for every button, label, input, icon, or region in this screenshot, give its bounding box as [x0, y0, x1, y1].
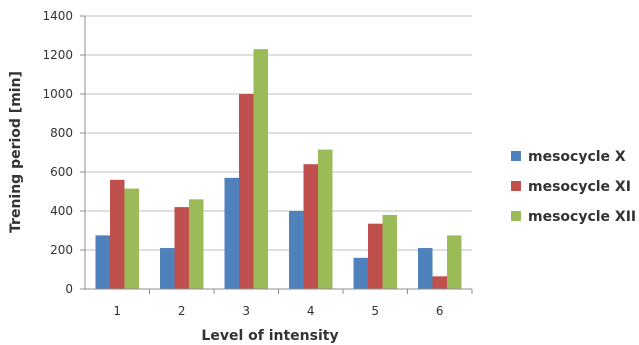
bar-mesocycle-XII-level-3: [253, 49, 268, 290]
x-tick-labels: 1 2 3 4 5 6: [113, 304, 443, 318]
x-tick-label: 3: [242, 304, 250, 318]
y-tick-label: 1200: [42, 48, 73, 62]
bar-mesocycle-X-level-5: [353, 257, 368, 289]
bar-mesocycle-XI-level-5: [368, 223, 383, 289]
bar-mesocycle-XII-level-4: [318, 149, 333, 289]
bar-mesocycle-XI-level-1: [110, 179, 125, 289]
y-tick-label: 400: [50, 204, 73, 218]
y-tick-label: 0: [65, 282, 73, 296]
bar-mesocycle-XI-level-3: [239, 94, 254, 289]
y-tick-label: 200: [50, 243, 73, 257]
bar-mesocycle-X-level-1: [95, 235, 110, 289]
x-tick-label: 6: [436, 304, 444, 318]
legend-swatch: [511, 211, 521, 221]
bar-mesocycle-XI-level-6: [432, 276, 447, 289]
bars: [95, 49, 462, 290]
bar-mesocycle-X-level-6: [418, 248, 433, 289]
bar-mesocycle-XI-level-2: [174, 207, 189, 289]
legend-swatch: [511, 151, 521, 161]
x-tick-label: 2: [178, 304, 186, 318]
x-axis-title: Level of intensity: [201, 328, 338, 344]
legend-label: mesocycle XI: [528, 179, 631, 195]
bar-mesocycle-XII-level-5: [382, 214, 397, 289]
legend-label: mesocycle XII: [528, 209, 636, 225]
bar-mesocycle-XII-level-2: [189, 199, 204, 289]
y-tick-labels: 0 200 400 600 800 1000 1200 1400: [42, 9, 73, 296]
y-tick-label: 600: [50, 165, 73, 179]
legend-swatch: [511, 181, 521, 191]
x-tick-label: 5: [371, 304, 379, 318]
bar-mesocycle-X-level-4: [289, 211, 304, 289]
y-tick-label: 800: [50, 126, 73, 140]
bar-mesocycle-X-level-3: [224, 177, 239, 289]
legend-label: mesocycle X: [528, 149, 626, 165]
axes: [80, 15, 473, 294]
x-tick-label: 1: [113, 304, 121, 318]
y-axis-title: Trening period [min]: [8, 71, 24, 233]
gridlines: [85, 15, 472, 290]
bar-mesocycle-XI-level-4: [303, 164, 318, 289]
legend: mesocycle X mesocycle XI mesocycle XII: [511, 149, 636, 225]
y-tick-label: 1000: [42, 87, 73, 101]
y-tick-label: 1400: [42, 9, 73, 23]
x-tick-label: 4: [307, 304, 315, 318]
bar-mesocycle-XII-level-1: [124, 188, 139, 289]
bar-mesocycle-X-level-2: [160, 248, 175, 289]
bar-mesocycle-XII-level-6: [447, 235, 462, 289]
